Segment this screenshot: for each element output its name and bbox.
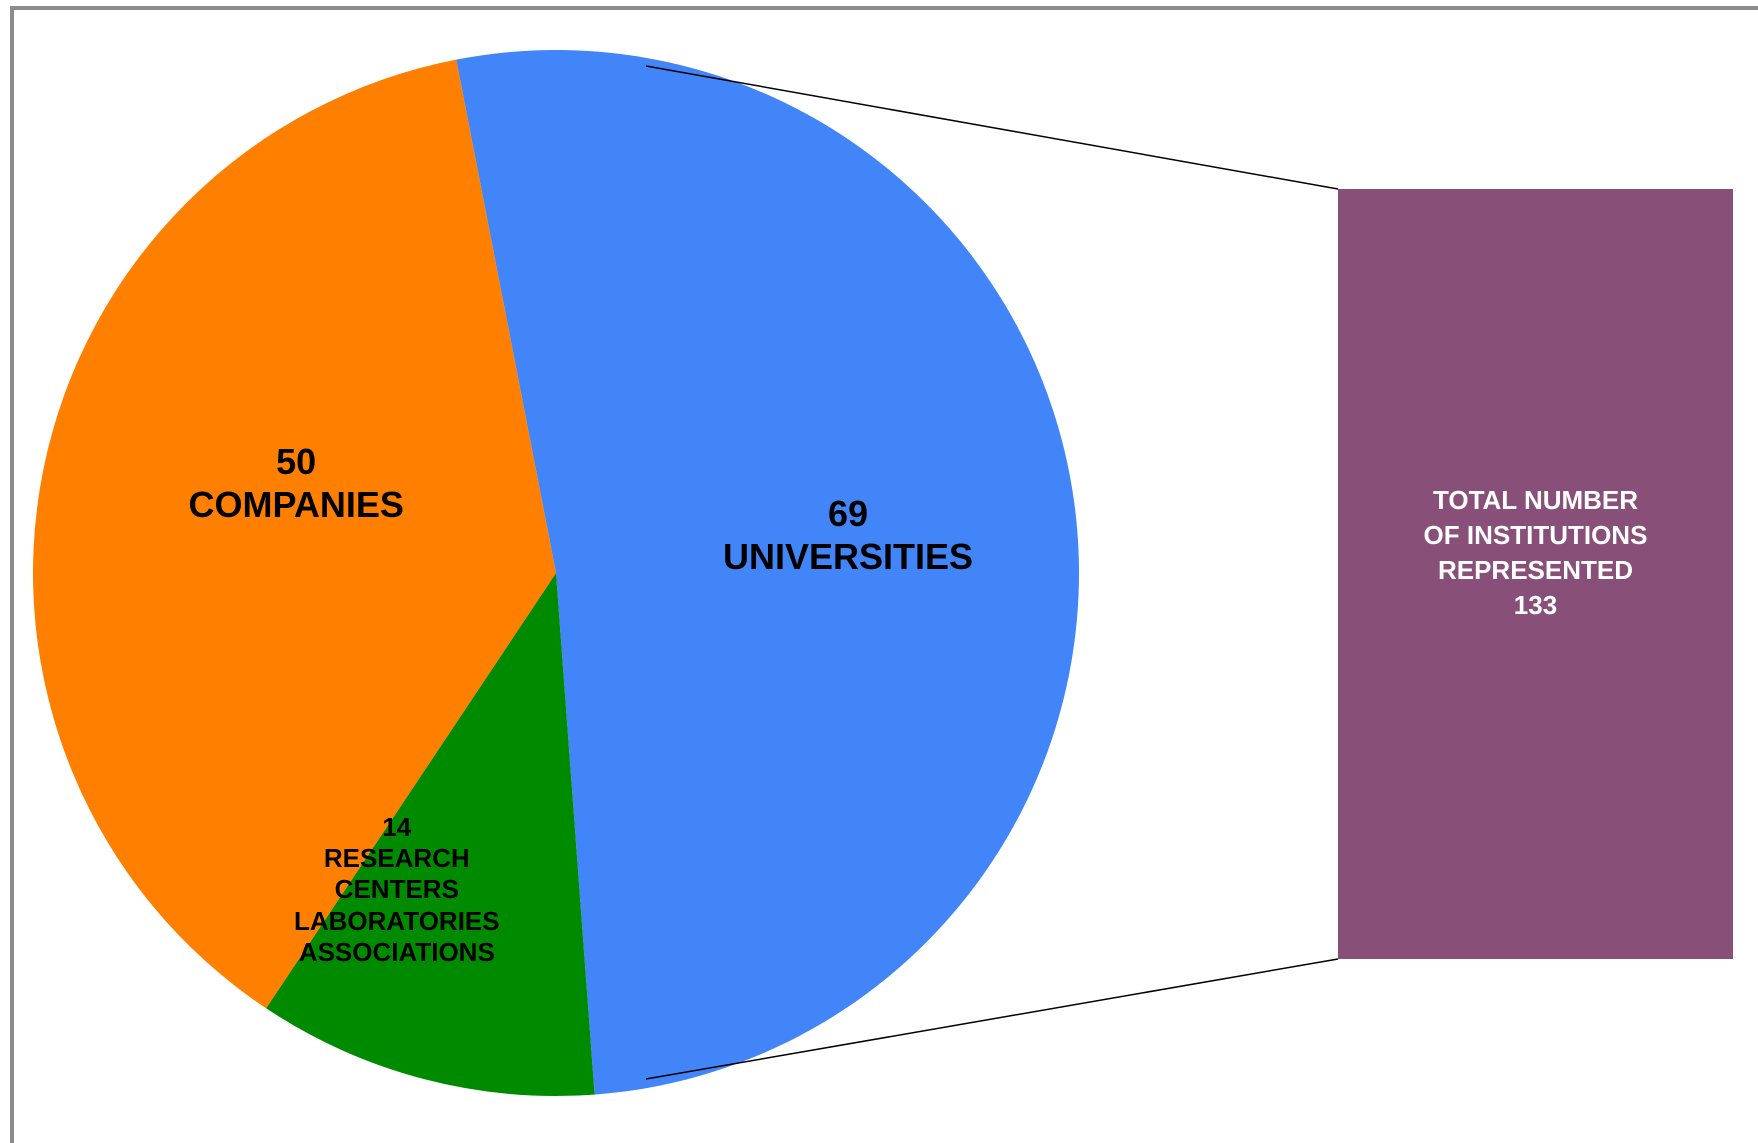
slice-label-line: 14 [382,812,412,842]
pie-slice-research-centers [266,573,595,1096]
total-box-background [1338,189,1733,959]
total-value: 133 [1513,590,1558,621]
slice-label-line: UNIVERSITIES [723,536,974,578]
pie-slice-universities [456,49,1080,1095]
slice-label-line: RESEARCH [323,843,470,874]
connector-line-top [645,65,1339,190]
slice-label-research-centers: 14 RESEARCH CENTERS LABORATORIES ASSOCIATION… [294,812,500,968]
slice-label-line: CENTERS [334,874,459,905]
slice-label-companies: 50 COMPANIES [189,440,404,526]
pie [33,49,1080,1096]
slice-label-line: ASSOCIATIONS [298,936,495,967]
slice-label-universities: 69 UNIVERSITIES [723,492,973,578]
slice-label-line: 50 [276,441,317,482]
total-label-line-3: REPRESENTED [1437,555,1634,586]
connector-line-bottom [645,958,1339,1080]
total-box: TOTAL NUMBER OF INSTITUTIONS REPRESENTED… [1338,189,1733,959]
pie-slice-companies [33,59,556,1009]
slice-label-line: COMPANIES [188,484,404,526]
total-label-line-1: TOTAL NUMBER [1432,485,1639,515]
slice-label-line: LABORATORIES [294,905,500,936]
slice-label-line: 69 [828,493,869,534]
total-label-line-2: OF INSTITUTIONS [1423,520,1648,551]
